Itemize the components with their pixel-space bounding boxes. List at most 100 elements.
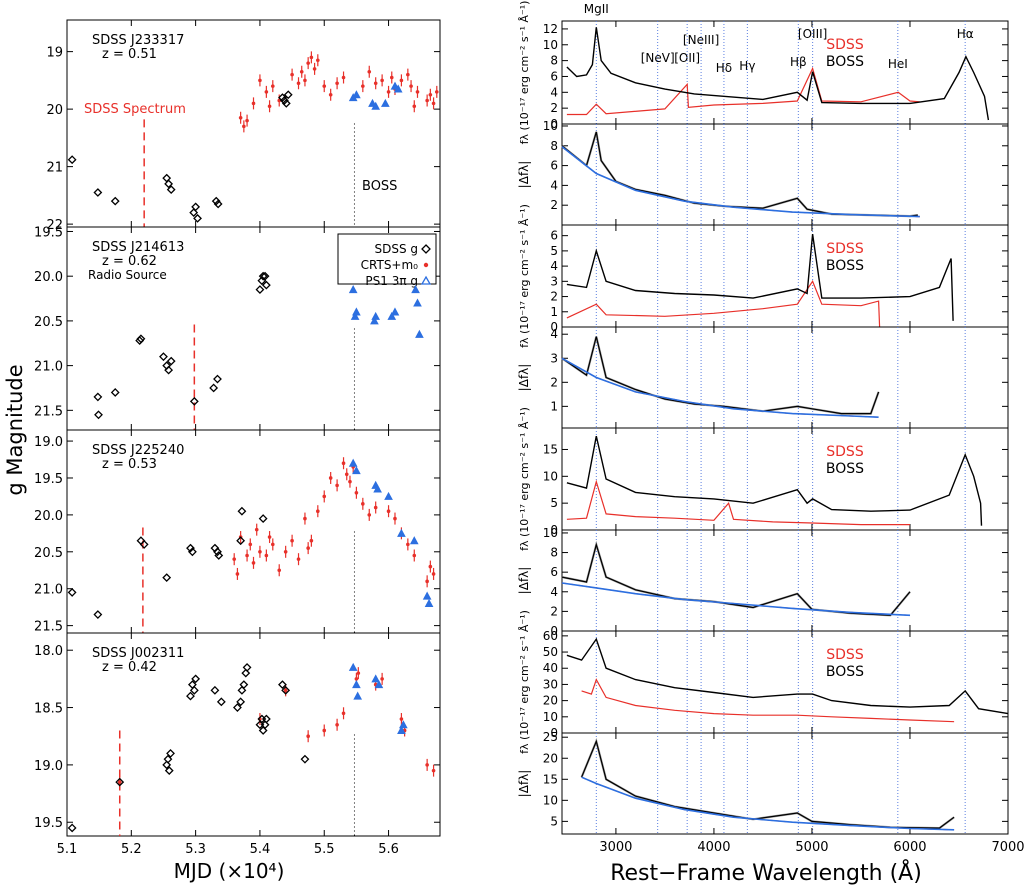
- sdss-point: [260, 720, 270, 730]
- diff-data-line: [561, 336, 880, 415]
- crts-point: [322, 84, 327, 88]
- legend-marker: [420, 275, 432, 285]
- y-tick-label: 20.5: [34, 315, 63, 330]
- sdss-point: [186, 691, 195, 701]
- crts-point: [235, 572, 240, 576]
- crts-point: [380, 78, 384, 83]
- sdss-point: [93, 188, 103, 197]
- diff-ylabel: |Δfλ|: [517, 161, 531, 189]
- ps1-point: [353, 691, 363, 700]
- y-tick-label: 2: [550, 290, 558, 304]
- diff-panel: 2 4 6 8 10 |Δfλ|: [517, 119, 1009, 226]
- crts-point: [267, 535, 272, 539]
- y-tick-label: 3: [550, 351, 558, 365]
- redshift: z = 0.62: [102, 254, 157, 269]
- sdss-point: [261, 714, 271, 724]
- diff-fit-red: [561, 582, 911, 616]
- y-tick-label: 50: [543, 645, 558, 659]
- ps1-point: [415, 329, 424, 338]
- sdss-point: [93, 610, 103, 619]
- emission-line-label: Hβ: [790, 55, 807, 69]
- crts-point: [428, 564, 433, 569]
- sdss-spectrum-line: [566, 280, 881, 328]
- right-xlabel: Rest−Frame Wavelength (Å): [610, 859, 922, 886]
- y-tick-label: 4: [550, 85, 558, 99]
- y-tick-label: 5: [550, 814, 558, 828]
- sdss-point: [216, 697, 226, 707]
- y-tick-label: 2: [550, 198, 558, 212]
- left-ylabel: g Magnitude: [3, 364, 27, 495]
- y-tick-label: 18.0: [34, 644, 63, 659]
- sdss-point: [163, 754, 173, 764]
- y-tick-label: 20: [543, 694, 558, 708]
- crts-point: [245, 553, 249, 558]
- sdss-point: [67, 155, 77, 165]
- ps1-point: [350, 311, 360, 320]
- crts-point: [406, 542, 410, 547]
- sdss-point: [239, 680, 249, 690]
- ps1-point: [373, 484, 382, 493]
- crts-point: [335, 81, 339, 86]
- diff-data-grey: [561, 131, 918, 218]
- crts-point: [290, 538, 294, 543]
- ps1-point: [393, 84, 403, 93]
- sdss-point: [300, 754, 310, 764]
- crts-point: [303, 78, 307, 83]
- crts-point: [415, 90, 420, 94]
- sdss-point: [162, 760, 172, 770]
- ps1-point: [352, 90, 361, 99]
- panel-frame: [561, 20, 1009, 125]
- legend-marker: [423, 262, 429, 268]
- y-tick-label: 12: [543, 22, 558, 36]
- sdss-point: [214, 551, 224, 560]
- crts-point: [431, 572, 436, 576]
- panel-frame: [561, 123, 1009, 226]
- crts-point: [356, 671, 361, 675]
- sdss-point: [283, 90, 293, 100]
- y-tick-label: 10: [543, 793, 558, 807]
- sdss-point: [115, 777, 125, 787]
- sdss-point: [162, 573, 172, 583]
- crts-point: [277, 568, 282, 573]
- y-tick-label: 2: [550, 375, 558, 389]
- emission-line-label: Hδ: [716, 61, 732, 75]
- left-xlabel: MJD (×10⁴): [174, 859, 285, 883]
- crts-point: [328, 92, 333, 97]
- boss-spectrum-line: [566, 27, 990, 121]
- boss-spectrum-line: [566, 435, 983, 526]
- redshift: z = 0.42: [102, 660, 157, 675]
- redshift: z = 0.51: [102, 47, 157, 62]
- ps1-point: [348, 662, 358, 671]
- crts-point: [386, 509, 391, 513]
- x-tick-label: 4000: [697, 840, 730, 855]
- x-tick-label: 6000: [893, 840, 926, 855]
- sdss-point: [281, 685, 291, 695]
- panel-frame: [561, 224, 1009, 328]
- object-name: SDSS J233317: [92, 33, 184, 48]
- y-tick-label: 15: [543, 772, 558, 786]
- crts-point: [306, 734, 310, 739]
- crts-point: [344, 472, 349, 477]
- crts-point: [283, 550, 288, 554]
- flux-ylabel: fλ (10⁻¹⁷ erg cm⁻² s⁻¹ Å⁻¹): [518, 407, 531, 551]
- right-spectra: MgII[NeV] [OII][NeIII]Hδ Hγ Hβ[OIII]HeIHα02…: [517, 1, 1025, 855]
- crts-point: [238, 115, 243, 120]
- crts-point: [399, 717, 404, 721]
- diff-panel: 5 10 15 20 25 |Δfλ|: [517, 730, 1009, 835]
- sdss-spectrum-line: [566, 479, 910, 526]
- y-tick-label: 5: [550, 496, 558, 510]
- crts-point: [412, 104, 417, 109]
- crts-point: [232, 557, 237, 561]
- y-tick-label: 1: [550, 305, 558, 319]
- ps1-point: [371, 674, 381, 683]
- y-tick-label: 40: [543, 661, 558, 675]
- y-tick-label: 19.0: [34, 435, 63, 450]
- crts-point: [251, 561, 256, 565]
- crts-point: [299, 69, 304, 74]
- ps1-point: [370, 316, 379, 325]
- object-name: SDSS J214613: [92, 240, 184, 255]
- crts-point: [296, 557, 301, 561]
